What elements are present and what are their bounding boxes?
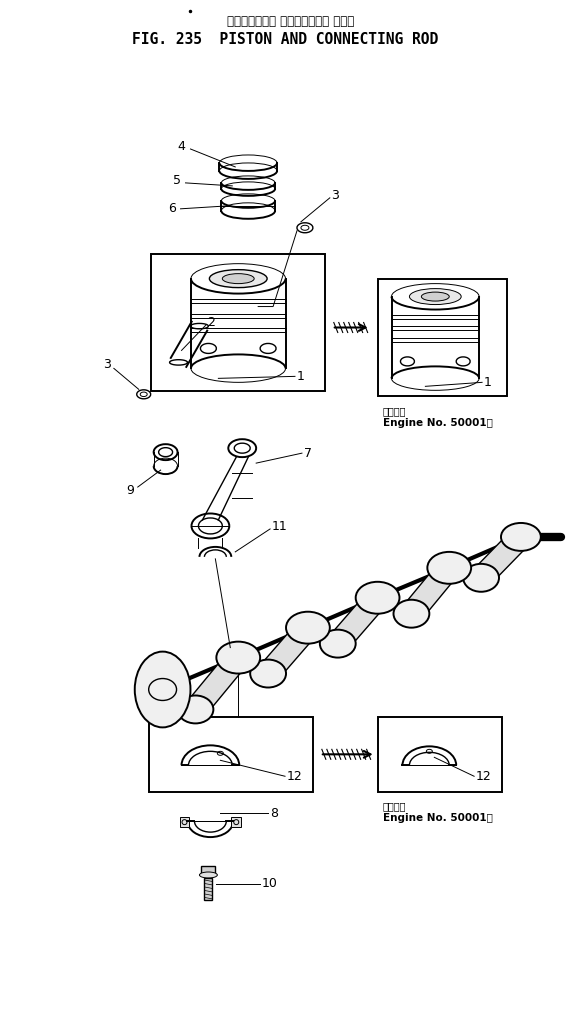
Ellipse shape xyxy=(421,292,449,301)
Polygon shape xyxy=(328,592,388,650)
Text: 9: 9 xyxy=(126,484,134,497)
Text: 8: 8 xyxy=(270,807,278,819)
Ellipse shape xyxy=(178,696,214,723)
Text: 適用号機: 適用号機 xyxy=(382,801,406,811)
Ellipse shape xyxy=(320,630,356,658)
Text: 12: 12 xyxy=(476,770,492,783)
Text: 1: 1 xyxy=(484,376,492,388)
Ellipse shape xyxy=(250,659,286,687)
Text: Engine No. 50001～: Engine No. 50001～ xyxy=(382,813,492,823)
Bar xyxy=(378,718,502,792)
Text: Engine No. 50001～: Engine No. 50001～ xyxy=(382,418,492,428)
Ellipse shape xyxy=(200,872,217,878)
Ellipse shape xyxy=(501,523,541,551)
Bar xyxy=(151,254,325,391)
Text: 6: 6 xyxy=(168,203,176,215)
Text: 1: 1 xyxy=(297,370,305,383)
Bar xyxy=(148,718,313,792)
Ellipse shape xyxy=(286,611,330,644)
Polygon shape xyxy=(402,562,459,620)
Text: 12: 12 xyxy=(287,770,303,783)
Polygon shape xyxy=(186,652,248,716)
Text: 3: 3 xyxy=(331,190,339,203)
Polygon shape xyxy=(471,531,531,584)
Polygon shape xyxy=(296,620,347,650)
Bar xyxy=(378,279,507,396)
Ellipse shape xyxy=(409,289,461,304)
Text: FIG. 235  PISTON AND CONNECTING ROD: FIG. 235 PISTON AND CONNECTING ROD xyxy=(132,31,438,47)
Bar xyxy=(204,878,212,899)
Bar xyxy=(231,817,241,827)
Bar xyxy=(201,866,215,875)
Ellipse shape xyxy=(217,642,260,673)
Text: 7: 7 xyxy=(304,446,312,459)
Polygon shape xyxy=(151,681,205,716)
Text: 4: 4 xyxy=(178,141,186,153)
Text: ピストンおよび コネクティング ロッド: ピストンおよび コネクティング ロッド xyxy=(228,15,354,27)
Text: 適用号機: 適用号機 xyxy=(382,407,406,417)
Polygon shape xyxy=(258,622,318,679)
Text: 11: 11 xyxy=(272,520,288,533)
Bar xyxy=(179,817,190,827)
Ellipse shape xyxy=(135,652,190,727)
Text: 3: 3 xyxy=(103,358,111,371)
Text: 5: 5 xyxy=(172,174,180,188)
Ellipse shape xyxy=(356,582,399,613)
Polygon shape xyxy=(365,590,421,620)
Ellipse shape xyxy=(222,274,254,284)
Polygon shape xyxy=(226,650,278,679)
Ellipse shape xyxy=(210,270,267,288)
Text: 10: 10 xyxy=(262,877,278,890)
Ellipse shape xyxy=(463,564,499,592)
Ellipse shape xyxy=(427,552,471,584)
Polygon shape xyxy=(437,560,491,584)
Ellipse shape xyxy=(393,599,430,628)
Text: 2: 2 xyxy=(207,316,215,329)
